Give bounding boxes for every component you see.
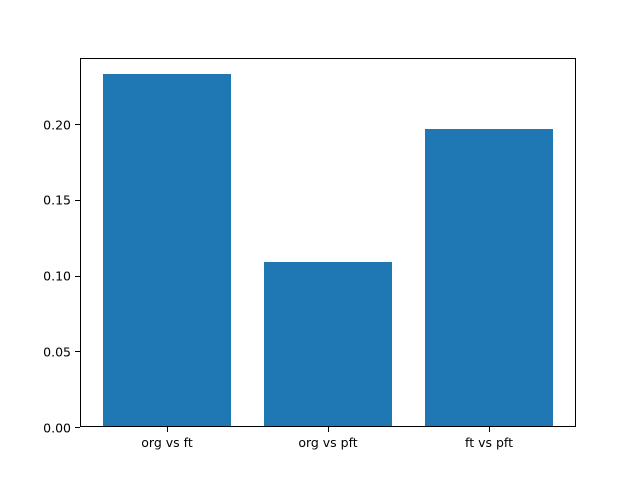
x-tick-mark: [167, 427, 168, 432]
y-tick-mark: [75, 351, 80, 353]
x-tick-mark: [328, 427, 329, 432]
bar-org-vs-pft: [263, 261, 393, 427]
bar-org-vs-ft: [102, 74, 232, 427]
y-tick-mark: [75, 275, 80, 277]
y-tick-label: 0.20: [43, 117, 71, 132]
y-tick-label: 0.15: [43, 192, 71, 208]
y-tick-label: 0.00: [43, 420, 71, 435]
x-tick-label: org vs pft: [298, 435, 358, 450]
y-tick-mark: [75, 427, 80, 428]
y-tick-label: 0.05: [43, 344, 71, 360]
y-tick-mark: [75, 199, 80, 201]
x-tick-label: org vs ft: [141, 435, 193, 450]
bar-ft-vs-pft: [424, 128, 554, 427]
x-tick-label: ft vs pft: [465, 435, 513, 450]
y-tick-mark: [75, 124, 80, 125]
y-tick-label: 0.10: [43, 268, 71, 284]
x-tick-mark: [489, 427, 490, 432]
